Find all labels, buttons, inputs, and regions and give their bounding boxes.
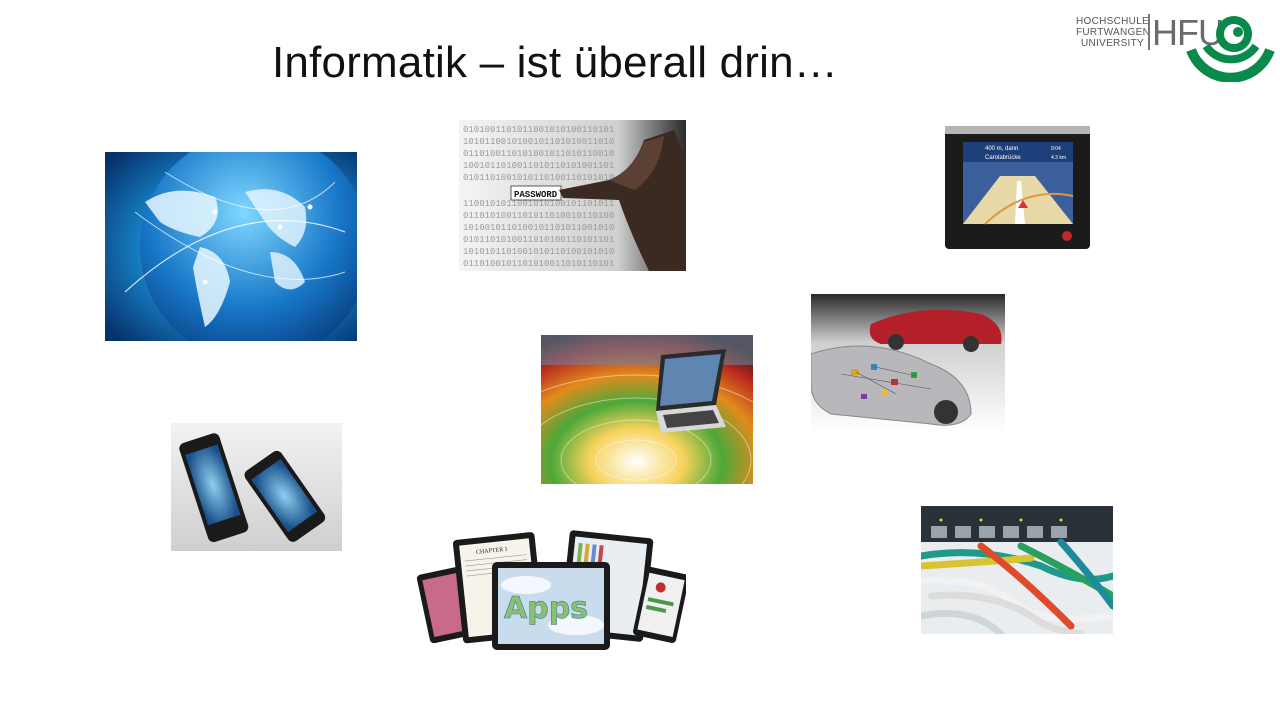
- hfu-logo: HOCHSCHULE FURTWANGEN UNIVERSITY HFU: [1074, 8, 1275, 82]
- svg-text:Carolabrücke: Carolabrücke: [985, 155, 1021, 161]
- smartphones-image: [171, 423, 342, 551]
- apps-label: Apps: [504, 591, 588, 626]
- logo-divider: [1148, 14, 1150, 50]
- logo-university-name: HOCHSCHULE FURTWANGEN UNIVERSITY: [1076, 16, 1151, 49]
- svg-text:1001011010011010110101001101: 1001011010011010110101001101: [463, 161, 614, 171]
- password-label: PASSWORD: [514, 190, 558, 200]
- svg-text:4.3 km: 4.3 km: [1051, 155, 1066, 161]
- svg-text:400 m, dann: 400 m, dann: [985, 146, 1018, 152]
- car-electronics-image: [811, 294, 1005, 432]
- network-cables-image: [921, 506, 1113, 634]
- svg-text:0110101001101011010010110100: 0110101001101011010010110100: [463, 211, 614, 221]
- svg-text:0101101010011010100110101101: 0101101010011010100110101101: [463, 235, 614, 245]
- globe-network-image: [105, 152, 357, 341]
- svg-text:0101001101011001010100110101: 0101001101011001010100110101: [463, 125, 614, 135]
- svg-text:0110100101101010011010110101: 0110100101101010011010110101: [463, 259, 614, 269]
- password-binary-image: 0101001101011001010100110101 10101100101…: [459, 120, 686, 271]
- navigation-device-image: 400 m, dann Carolabrücke 9:04 4.3 km: [945, 126, 1090, 249]
- svg-text:0101101001010110100110101010: 0101101001010110100110101010: [463, 173, 614, 183]
- tablets-apps-image: CHAPTER 1 Apps: [416, 530, 686, 650]
- svg-text:1010010110100101101011001010: 1010010110100101101011001010: [463, 223, 614, 233]
- svg-text:1010110010100101101010011010: 1010110010100101101010011010: [463, 137, 614, 147]
- svg-text:1010101101001010110100101010: 1010101101001010110100101010: [463, 247, 614, 257]
- logo-arc-icon: [1186, 16, 1275, 82]
- slide-title: Informatik – ist überall drin…: [272, 38, 838, 87]
- logo-short-name: HFU: [1152, 12, 1224, 53]
- svg-text:0110100110101001011010110010: 0110100110101001011010110010: [463, 149, 614, 159]
- laptop-data-image: [541, 335, 753, 484]
- svg-text:9:04: 9:04: [1051, 146, 1061, 152]
- svg-text:1100101011001010100101101011: 1100101011001010100101101011: [463, 199, 614, 209]
- svg-text:CHAPTER 1: CHAPTER 1: [476, 547, 508, 556]
